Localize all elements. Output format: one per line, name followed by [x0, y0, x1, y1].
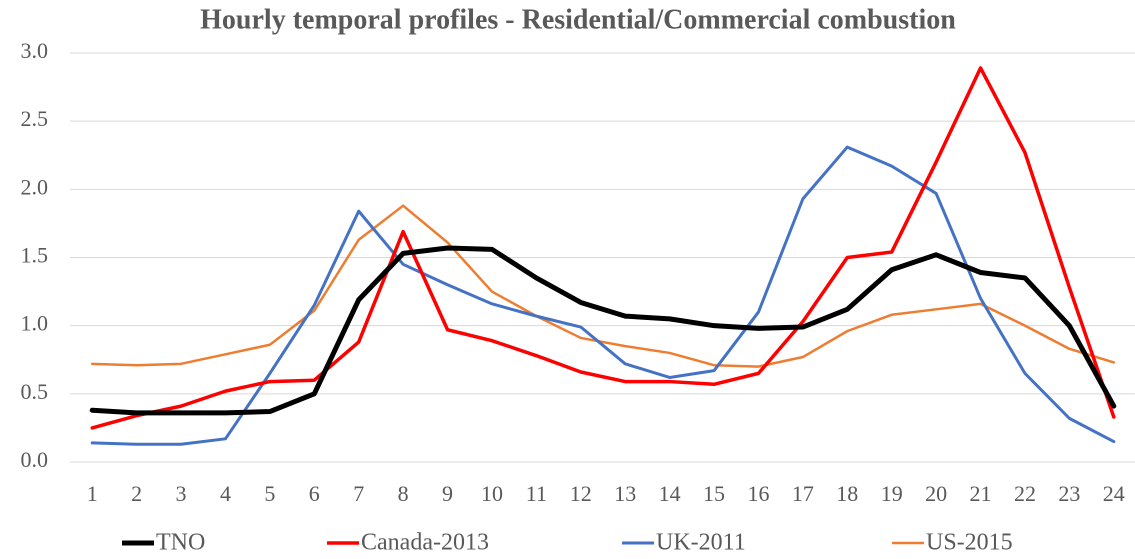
- series-line: [89, 245, 1117, 416]
- y-tick-label: 2.5: [21, 106, 49, 131]
- x-tick-label: 24: [1103, 481, 1125, 506]
- series-line: [90, 66, 1116, 430]
- legend-label: US-2015: [926, 530, 1013, 556]
- series-line: [90, 204, 1116, 368]
- x-tick-label: 19: [881, 481, 903, 506]
- x-tick-label: 22: [1014, 481, 1036, 506]
- x-tick-label: 15: [703, 481, 725, 506]
- chart-title: Hourly temporal profiles - Residential/C…: [200, 4, 956, 35]
- x-tick-label: 5: [264, 481, 275, 506]
- y-tick-label: 1.0: [21, 311, 49, 336]
- legend-label: Canada-2013: [361, 530, 489, 556]
- x-tick-label: 6: [309, 481, 320, 506]
- series-line: [90, 145, 1116, 446]
- legend-label: UK-2011: [656, 530, 746, 556]
- x-tick-label: 7: [353, 481, 364, 506]
- x-tick-label: 23: [1058, 481, 1080, 506]
- x-tick-label: 2: [131, 481, 142, 506]
- y-tick-label: 2.0: [21, 174, 49, 199]
- x-tick-label: 4: [220, 481, 231, 506]
- x-tick-label: 20: [925, 481, 947, 506]
- x-tick-label: 8: [398, 481, 409, 506]
- x-tick-label: 11: [526, 481, 547, 506]
- x-tick-label: 10: [481, 481, 503, 506]
- x-tick-label: 14: [659, 481, 681, 506]
- y-tick-label: 3.0: [21, 38, 49, 63]
- x-tick-label: 13: [614, 481, 636, 506]
- y-tick-label: 0.0: [21, 447, 49, 472]
- x-tick-label: 1: [87, 481, 98, 506]
- y-tick-label: 0.5: [21, 379, 49, 404]
- x-tick-label: 17: [792, 481, 814, 506]
- y-tick-label: 1.5: [21, 243, 49, 268]
- x-tick-label: 18: [836, 481, 858, 506]
- x-tick-label: 3: [176, 481, 187, 506]
- x-tick-label: 9: [442, 481, 453, 506]
- x-tick-label: 12: [570, 481, 592, 506]
- x-tick-label: 21: [970, 481, 992, 506]
- x-tick-label: 16: [747, 481, 769, 506]
- legend-label: TNO: [156, 530, 205, 556]
